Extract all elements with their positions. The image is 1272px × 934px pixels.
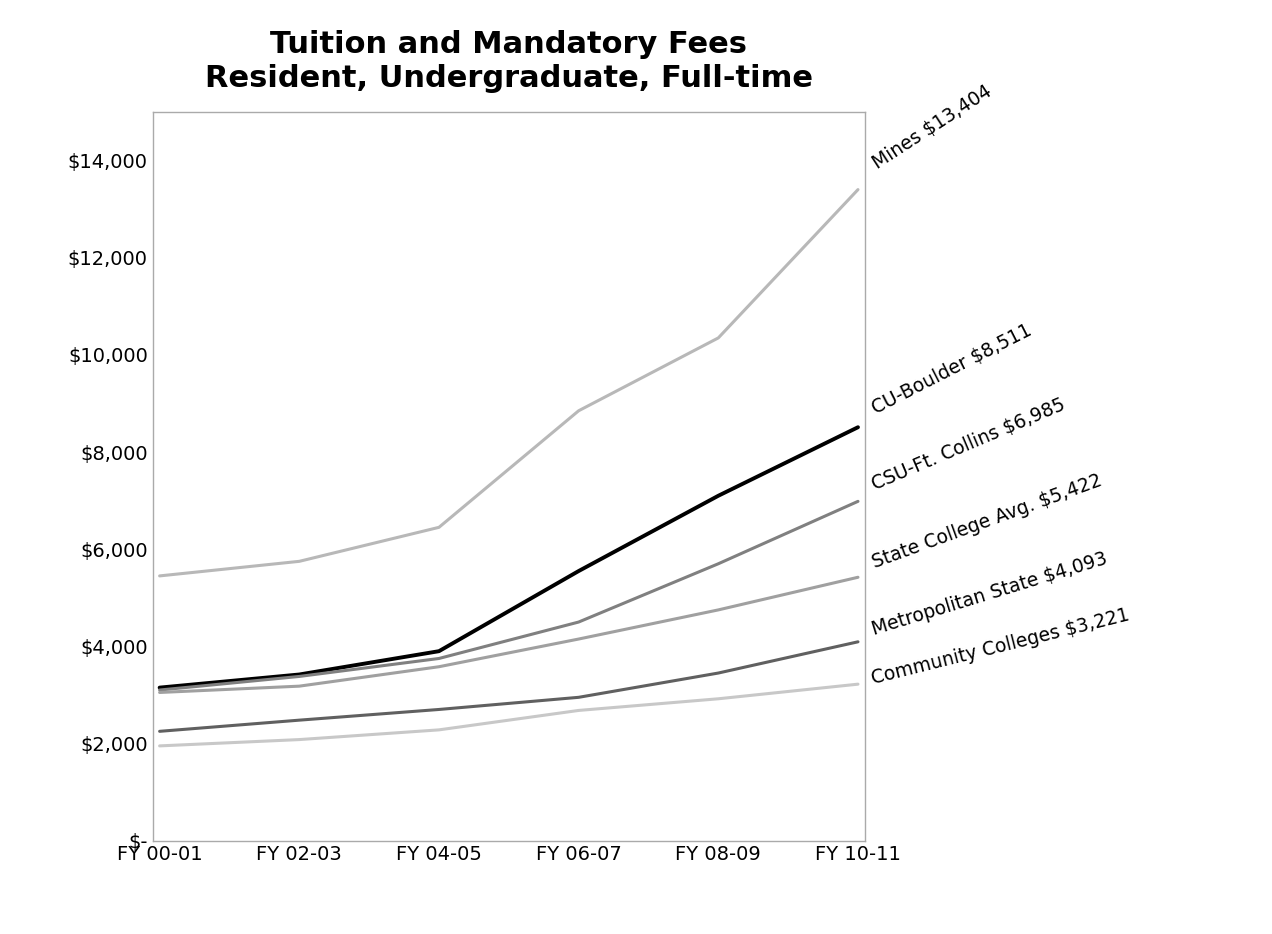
Title: Tuition and Mandatory Fees
Resident, Undergraduate, Full-time: Tuition and Mandatory Fees Resident, Und… bbox=[205, 31, 813, 93]
Text: Metropolitan State $4,093: Metropolitan State $4,093 bbox=[869, 549, 1109, 640]
Text: CU-Boulder $8,511: CU-Boulder $8,511 bbox=[869, 320, 1035, 417]
Text: State College Avg. $5,422: State College Avg. $5,422 bbox=[869, 472, 1104, 573]
Text: Mines $13,404: Mines $13,404 bbox=[869, 81, 995, 173]
Text: CSU-Ft. Collins $6,985: CSU-Ft. Collins $6,985 bbox=[869, 395, 1068, 494]
Text: Community Colleges $3,221: Community Colleges $3,221 bbox=[869, 605, 1131, 688]
